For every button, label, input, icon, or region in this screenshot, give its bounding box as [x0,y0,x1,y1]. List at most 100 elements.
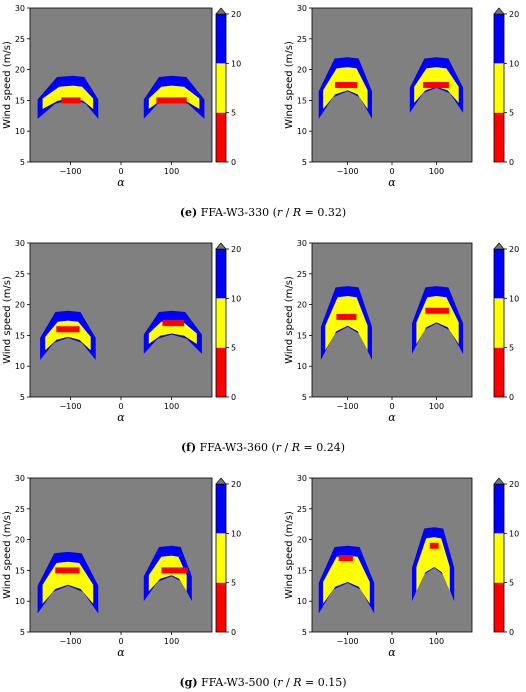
colorbar-tick-label: 5 [231,109,236,118]
y-tick-label: 25 [297,505,307,514]
y-tick-label: 5 [302,628,307,637]
caption-g: (g) FFA-W3-500 (r / R = 0.15) [0,676,526,689]
y-axis-label: Wind speed (m/s) [2,41,13,129]
y-tick-label: 10 [297,597,307,606]
colorbar-segment-blue [494,249,504,299]
colorbar-segment-yellow [216,533,226,583]
colorbar-segment-red [494,582,504,632]
y-tick-label: 30 [297,239,307,248]
y-tick-label: 20 [297,536,307,545]
blob-yellow-1 [416,537,450,592]
colorbar-tick-label: 10 [509,529,519,538]
colorbar-segment-red [216,347,226,397]
colorbar-segment-yellow [494,63,504,113]
caption-g-label: (g) [179,676,198,689]
caption-f-value: = 0.24) [300,441,346,454]
colorbar-tick-label: 10 [231,59,241,68]
panel-e-left: 5 10 15 20 25 30 −100 0 100 α Wind speed (m/s) 0 5 10… [2,4,241,189]
y-tick-label: 5 [20,628,25,637]
blob-red-core-0 [61,97,81,104]
y-tick-label: 25 [15,35,25,44]
y-tick-label: 10 [15,362,25,371]
colorbar-tick-label: 5 [231,579,236,588]
colorbar-tick-label: 5 [509,109,514,118]
caption-g-R: R [293,676,302,689]
blob-red-core-1 [425,307,449,314]
x-tick-label: −100 [337,637,359,646]
y-tick-label: 15 [297,566,307,575]
x-tick-label: 0 [389,167,394,176]
x-tick-label: 0 [389,402,394,411]
colorbar-tick-label: 10 [509,294,519,303]
colorbar-tick-label: 10 [231,529,241,538]
colorbar-tick-label: 5 [231,344,236,353]
x-tick-label: −100 [59,402,81,411]
y-tick-label: 30 [15,239,25,248]
blob-red-core-1 [161,567,188,574]
blob-yellow-1 [148,555,187,592]
blob-yellow-0 [42,561,94,604]
colorbar-extend-arrow [215,477,227,485]
x-tick-label: 100 [429,637,444,646]
blob-yellow-1 [148,320,197,344]
panel-f-right: 5 10 15 20 25 30 −100 0 100 α Wind speed (m/s) 0 5 10… [284,239,519,424]
blob-yellow-0 [323,67,368,109]
y-tick-label: 5 [302,158,307,167]
y-axis-label: Wind speed (m/s) [284,41,295,129]
caption-e-value: = 0.32) [301,206,347,219]
y-tick-label: 15 [297,331,307,340]
blob-red-core-1 [156,97,187,104]
y-tick-label: 30 [15,474,25,483]
colorbar-extend-arrow [215,7,227,15]
caption-f: (f) FFA-W3-360 (r / R = 0.24) [0,441,526,454]
caption-g-value: = 0.15) [301,676,347,689]
y-tick-label: 20 [297,301,307,310]
x-tick-label: 100 [164,402,179,411]
colorbar-segment-blue [216,249,226,299]
colorbar-segment-yellow [216,63,226,113]
y-tick-label: 30 [297,474,307,483]
colorbar-tick-label: 20 [231,480,241,489]
x-tick-label: 0 [118,167,123,176]
x-tick-label: 100 [429,167,444,176]
plot-area [318,57,464,119]
caption-f-R: R [291,441,301,454]
caption-f-open: ( [271,441,276,454]
y-tick-label: 20 [15,66,25,75]
y-tick-label: 10 [15,597,25,606]
y-tick-label: 15 [15,331,25,340]
colorbar-segment-blue [494,484,504,534]
x-tick-label: 100 [429,402,444,411]
x-axis-label: α [388,176,396,189]
caption-g-slash: / [282,676,294,689]
colorbar-tick-label: 10 [509,59,519,68]
x-axis-label: α [117,411,125,424]
caption-f-label: (f) [180,441,197,454]
x-tick-label: 0 [118,637,123,646]
colorbar-segment-yellow [494,298,504,348]
y-tick-label: 15 [297,96,307,105]
panel-f-left: 5 10 15 20 25 30 −100 0 100 α Wind speed (m/s) 0 5 10… [2,239,241,424]
y-tick-label: 25 [15,505,25,514]
x-tick-label: −100 [337,167,359,176]
blob-red-core-1 [429,542,439,549]
colorbar-tick-label: 0 [231,393,236,402]
colorbar-tick-label: 5 [509,579,514,588]
caption-f-r: r [275,441,282,454]
plot-area [37,75,205,119]
blob-red-core-1 [162,320,185,327]
colorbar-segment-yellow [494,533,504,583]
caption-g-r: r [277,676,283,689]
x-tick-label: 100 [164,167,179,176]
y-tick-label: 10 [297,362,307,371]
panel-e-right: 5 10 15 20 25 30 −100 0 100 α Wind speed (m/s) 0 5 10… [284,4,519,189]
colorbar-segment-red [494,112,504,162]
y-tick-label: 30 [297,4,307,13]
plot-area [318,527,455,614]
caption-e-R: R [292,206,302,219]
x-axis-label: α [388,646,396,659]
x-axis-label: α [388,411,396,424]
y-tick-label: 5 [302,393,307,402]
y-tick-label: 20 [15,536,25,545]
